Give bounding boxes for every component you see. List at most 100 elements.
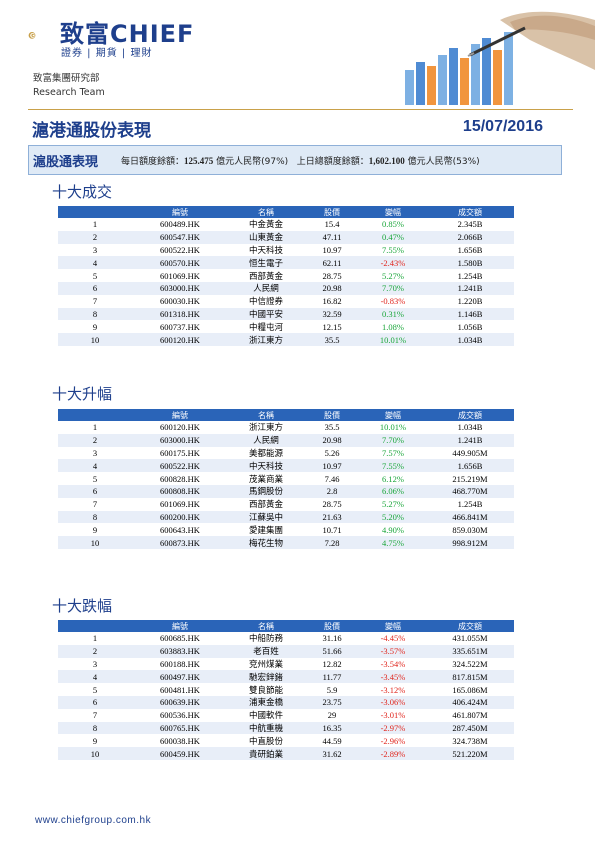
table-row: 8 600200.HK 江蘇吳中 21.63 5.20% 466.841M (58, 510, 514, 524)
code-cell: 600030.HK (160, 296, 200, 307)
change-cell: 1.08% (382, 321, 404, 332)
price-cell: 35.5 (324, 422, 340, 433)
code-cell: 600536.HK (160, 710, 200, 721)
turnover-cell: 466.841M (426, 510, 514, 524)
price-cell: 51.66 (304, 644, 360, 658)
code-cell: 600873.HK (132, 536, 228, 549)
table-row: 1 600120.HK 浙江東方 35.5 10.01% 1.034B (58, 421, 514, 434)
rank-cell: 9 (92, 524, 98, 535)
col-header-name: 名稱 (228, 409, 304, 421)
table-row: 4 600522.HK 中天科技 10.97 7.55% 1.656B (58, 459, 514, 473)
price-cell: 10.71 (322, 524, 342, 535)
change-cell: 5.20% (360, 510, 426, 524)
code-cell: 600685.HK (160, 633, 200, 644)
turnover-cell: 1.034B (457, 422, 483, 433)
name-cell: 馬鋼股份 (228, 484, 304, 498)
col-header-price: 股價 (304, 620, 360, 632)
rank-cell: 4 (58, 459, 132, 473)
change-cell: 0.47% (360, 230, 426, 244)
price-cell: 21.63 (304, 510, 360, 524)
price-cell: 12.82 (322, 658, 342, 669)
table-row: 7 600536.HK 中國軟件 29 -3.01% 461.807M (58, 709, 514, 722)
table-row: 2 600547.HK 山東黃金 47.11 0.47% 2.066B (58, 230, 514, 244)
change-cell: 5.27% (382, 270, 404, 281)
change-cell: -3.54% (380, 658, 406, 669)
turnover-cell: 1.146B (426, 307, 514, 321)
col-header-change: 變幅 (360, 409, 426, 421)
rank-cell: 7 (92, 296, 98, 307)
price-cell: 35.5 (304, 333, 360, 346)
col-header-code: 編號 (132, 206, 228, 218)
turnover-cell: 2.066B (426, 230, 514, 244)
change-cell: -3.45% (360, 670, 426, 684)
col-header-price: 股價 (304, 206, 360, 218)
turnover-cell: 859.030M (452, 524, 488, 535)
change-cell: 10.01% (360, 333, 426, 346)
turnover-cell: 1.580B (426, 256, 514, 270)
code-cell: 600489.HK (160, 219, 200, 230)
report-date: 15/07/2016 (462, 118, 543, 135)
col-header-change: 變幅 (360, 620, 426, 632)
price-cell: 20.98 (304, 433, 360, 447)
change-cell: -3.12% (380, 684, 406, 695)
change-cell: -4.45% (380, 633, 406, 644)
price-cell: 7.28 (304, 536, 360, 549)
report-title: 滬港通股份表現 (32, 121, 151, 141)
name-cell: 中船防務 (248, 634, 283, 645)
code-cell: 600481.HK (160, 684, 200, 695)
change-cell: 7.70% (360, 433, 426, 447)
change-cell: 6.06% (360, 484, 426, 498)
code-cell: 600175.HK (160, 447, 200, 458)
table-row: 9 600737.HK 中糧屯河 12.15 1.08% 1.056B (58, 320, 514, 333)
price-cell: 32.59 (304, 307, 360, 321)
name-cell: 中金黃金 (248, 220, 283, 231)
price-cell: 11.77 (304, 670, 360, 684)
rank-cell: 3 (92, 244, 98, 255)
name-cell: 中天科技 (248, 245, 283, 256)
name-cell: 人民網 (228, 433, 304, 447)
section-title-top-gainers: 十大升幅 (52, 385, 113, 403)
rank-cell: 3 (92, 658, 98, 669)
rank-cell: 1 (92, 422, 98, 433)
price-cell: 29 (327, 710, 337, 721)
brand-name: 致富CHIEF (60, 20, 195, 48)
name-cell: 中直股份 (248, 736, 283, 747)
rank-cell: 5 (92, 473, 98, 484)
code-cell: 600828.HK (160, 473, 200, 484)
quota-summary-text: 每日額度餘額：125.475 億元人民幣(97%) 上日總額度餘額：1,602.… (121, 154, 480, 167)
code-cell: 600120.HK (132, 333, 228, 346)
turnover-cell: 406.424M (426, 695, 514, 709)
col-header-change: 變幅 (360, 206, 426, 218)
price-cell: 31.62 (304, 747, 360, 760)
department-label: 致富集團研究部 Research Team (33, 72, 105, 100)
price-cell: 28.75 (322, 270, 342, 281)
price-cell: 23.75 (304, 695, 360, 709)
rank-cell: 2 (58, 230, 132, 244)
name-cell: 中航重機 (228, 721, 304, 735)
turnover-cell: 431.055M (452, 633, 488, 644)
hero-chart-image (350, 0, 595, 110)
table-row: 3 600188.HK 兗州煤業 12.82 -3.54% 324.522M (58, 658, 514, 671)
price-cell: 10.97 (322, 244, 342, 255)
change-cell: -2.43% (360, 256, 426, 270)
price-cell: 16.82 (322, 296, 342, 307)
name-cell: 中天科技 (228, 459, 304, 473)
change-cell: 7.55% (382, 244, 404, 255)
daily-quota-value: 125.475 (184, 156, 214, 166)
name-cell: 中國軟件 (248, 711, 283, 722)
price-cell: 12.15 (322, 321, 342, 332)
price-cell: 47.11 (304, 230, 360, 244)
table-row: 4 600570.HK 恒生電子 62.11 -2.43% 1.580B (58, 256, 514, 270)
code-cell: 600459.HK (132, 747, 228, 760)
price-cell: 16.35 (304, 721, 360, 735)
summary-label: 滬股通表現 (33, 155, 99, 170)
footer-website[interactable]: www.chiefgroup.com.hk (35, 815, 152, 826)
table-row: 10 600120.HK 浙江東方 35.5 10.01% 1.034B (58, 333, 514, 346)
rank-cell: 6 (58, 695, 132, 709)
price-cell: 5.9 (326, 684, 338, 695)
rank-cell: 7 (92, 499, 98, 510)
name-cell: 愛建集團 (248, 525, 283, 536)
table-row: 1 600489.HK 中金黃金 15.4 0.85% 2.345B (58, 218, 514, 231)
name-cell: 中信證券 (248, 297, 283, 308)
table-row: 7 601069.HK 西部黃金 28.75 5.27% 1.254B (58, 498, 514, 511)
